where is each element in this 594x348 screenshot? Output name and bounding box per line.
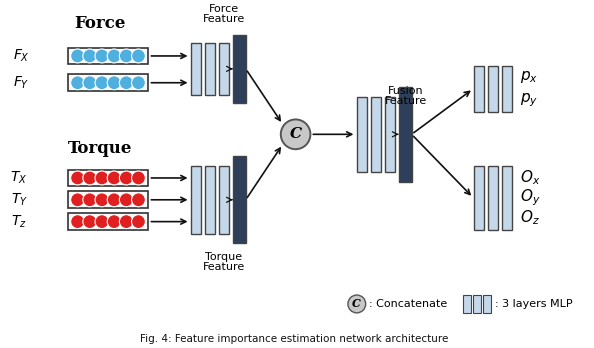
Text: $O_z$: $O_z$ [520, 208, 539, 227]
Circle shape [95, 193, 109, 207]
Circle shape [71, 76, 84, 90]
Text: Torque: Torque [205, 252, 242, 262]
Text: $T_z$: $T_z$ [11, 213, 27, 230]
Circle shape [71, 49, 84, 63]
Text: $p_x$: $p_x$ [520, 69, 538, 85]
Text: C: C [352, 299, 361, 309]
Circle shape [83, 49, 97, 63]
Text: C: C [289, 127, 302, 141]
Bar [68, 48, 148, 64]
Text: $F_X$: $F_X$ [12, 48, 30, 64]
Bar [219, 166, 229, 234]
Circle shape [95, 215, 109, 229]
Bar [68, 169, 148, 187]
Bar [191, 166, 201, 234]
Circle shape [107, 215, 121, 229]
Circle shape [119, 76, 133, 90]
Bar [233, 156, 246, 244]
Circle shape [107, 193, 121, 207]
Circle shape [348, 295, 366, 313]
Text: $O_y$: $O_y$ [520, 188, 540, 208]
Bar [206, 166, 215, 234]
Circle shape [131, 49, 146, 63]
Bar [68, 213, 148, 230]
Bar [488, 166, 498, 230]
Bar [233, 35, 246, 103]
Bar [502, 166, 512, 230]
Text: Feature: Feature [203, 14, 245, 24]
Bar [474, 166, 484, 230]
Circle shape [131, 215, 146, 229]
Circle shape [131, 193, 146, 207]
Circle shape [95, 171, 109, 185]
Circle shape [95, 76, 109, 90]
Text: $O_x$: $O_x$ [520, 169, 540, 187]
Circle shape [131, 171, 146, 185]
Bar [358, 97, 367, 172]
Text: Fusion: Fusion [388, 86, 424, 96]
Circle shape [119, 171, 133, 185]
Circle shape [107, 171, 121, 185]
Bar [483, 295, 491, 313]
Bar [502, 66, 512, 111]
Bar [206, 43, 215, 95]
Circle shape [107, 49, 121, 63]
Text: $T_X$: $T_X$ [11, 170, 28, 186]
Text: $T_Y$: $T_Y$ [11, 192, 28, 208]
Text: : Concatenate: : Concatenate [369, 299, 447, 309]
Text: $F_Y$: $F_Y$ [13, 74, 30, 91]
Bar [488, 66, 498, 111]
Text: Force: Force [74, 15, 126, 32]
Bar [385, 97, 395, 172]
Bar [68, 74, 148, 91]
Text: Torque: Torque [68, 140, 132, 157]
Circle shape [131, 76, 146, 90]
Bar [219, 43, 229, 95]
Circle shape [119, 193, 133, 207]
Bar [371, 97, 381, 172]
Bar [463, 295, 471, 313]
Text: : 3 layers MLP: : 3 layers MLP [495, 299, 573, 309]
Circle shape [83, 171, 97, 185]
Bar [399, 87, 412, 182]
Circle shape [83, 193, 97, 207]
Circle shape [281, 119, 311, 149]
Text: $p_y$: $p_y$ [520, 92, 538, 109]
Circle shape [71, 193, 84, 207]
Text: Feature: Feature [385, 96, 427, 105]
Bar [191, 43, 201, 95]
Circle shape [83, 215, 97, 229]
Circle shape [119, 49, 133, 63]
Text: Force: Force [208, 4, 239, 14]
Circle shape [71, 215, 84, 229]
Circle shape [71, 171, 84, 185]
Circle shape [107, 76, 121, 90]
Text: Fig. 4: Feature importance estimation network architecture: Fig. 4: Feature importance estimation ne… [140, 334, 449, 344]
Circle shape [95, 49, 109, 63]
Bar [68, 191, 148, 208]
Bar [473, 295, 481, 313]
Text: Feature: Feature [203, 262, 245, 272]
Circle shape [83, 76, 97, 90]
Bar [474, 66, 484, 111]
Circle shape [119, 215, 133, 229]
